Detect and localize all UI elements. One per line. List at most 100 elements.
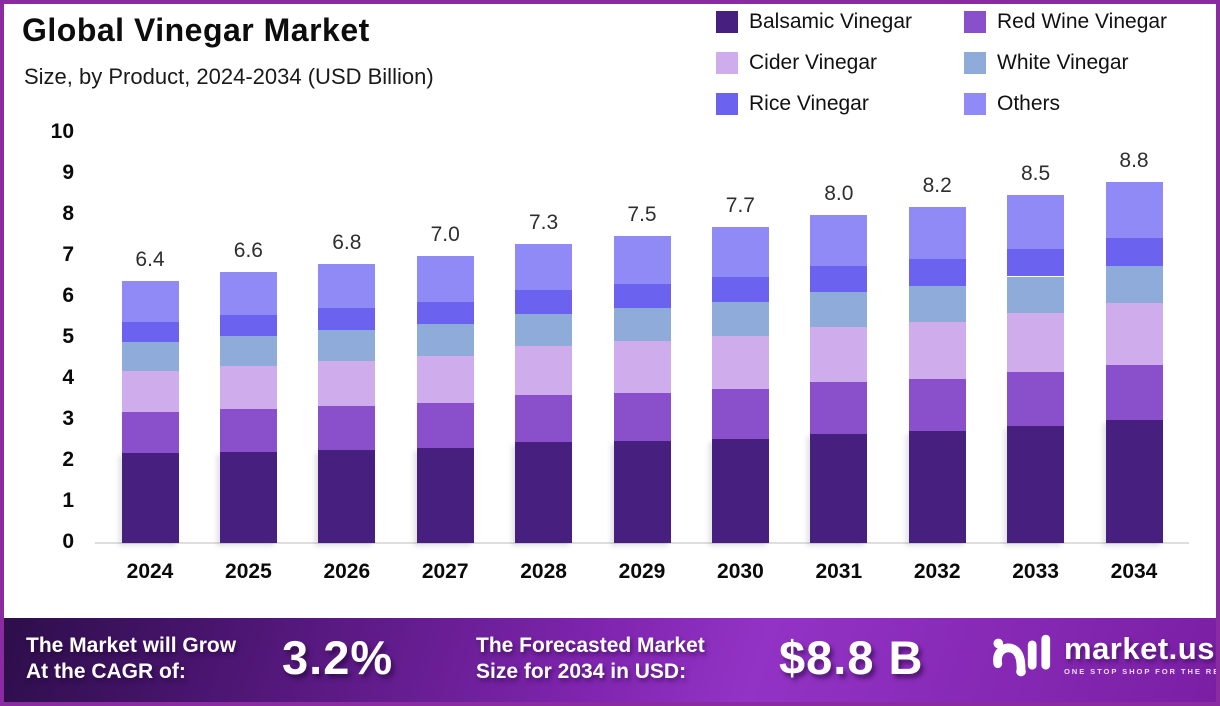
bar-segment: [1007, 372, 1065, 427]
bar-segment: [515, 243, 573, 291]
legend-swatch-icon: [716, 11, 738, 33]
bar-total-label: 8.5: [1020, 161, 1051, 185]
bar-segment: [416, 301, 474, 325]
bar-segment: [1105, 266, 1163, 304]
bar-total-label: 7.5: [627, 202, 657, 226]
bar-segment: [711, 227, 769, 277]
x-tick-label: 2024: [126, 560, 174, 583]
x-tick-label: 2026: [323, 560, 371, 583]
x-tick-label: 2032: [913, 560, 961, 583]
y-tick-label: 6: [62, 284, 74, 307]
footer-banner: The Market will Grow At the CAGR of: 3.2…: [4, 618, 1216, 702]
y-tick-label: 0: [62, 530, 74, 553]
legend-swatch-icon: [716, 93, 738, 115]
bar-segment: [219, 408, 277, 452]
bar-segment: [908, 431, 966, 543]
forecast-label-line1: The Forecasted Market: [476, 634, 705, 657]
bar-segment: [810, 266, 868, 293]
cagr-label-line2: At the CAGR of:: [26, 660, 186, 683]
x-tick-label: 2029: [618, 560, 666, 583]
page-subtitle: Size, by Product, 2024-2034 (USD Billion…: [24, 64, 434, 89]
y-tick-label: 5: [62, 325, 74, 348]
y-tick-label: 9: [62, 161, 74, 184]
bar-segment: [121, 452, 179, 543]
bar-segment: [416, 256, 474, 302]
legend-label: Red Wine Vinegar: [997, 10, 1168, 33]
bar-segment: [515, 442, 573, 543]
x-tick-label: 2027: [421, 560, 469, 583]
bar-segment: [908, 379, 966, 432]
legend-label: Balsamic Vinegar: [749, 10, 913, 33]
forecast-label: The Forecasted Market Size for 2034 in U…: [476, 633, 705, 685]
bar-segment: [1007, 248, 1065, 277]
bar-segment: [515, 346, 573, 396]
bar-total-label: 6.4: [135, 247, 165, 271]
bar-total-label: 8.2: [922, 173, 952, 197]
bar-segment: [121, 321, 179, 343]
y-tick-label: 4: [62, 366, 74, 389]
bar-segment: [318, 405, 376, 450]
bar-segment: [908, 286, 966, 322]
bar-segment: [613, 440, 671, 543]
legend: Balsamic Vinegar Red Wine Vinegar Cider Vi…: [716, 10, 1167, 116]
bar-segment: [1007, 426, 1065, 543]
y-tick-label: 7: [62, 243, 74, 266]
bar-total-label: 6.6: [233, 239, 263, 263]
x-tick-label: 2034: [1110, 560, 1158, 583]
bar-total-label: 7.3: [528, 210, 559, 234]
bar-segment: [318, 330, 376, 361]
cagr-value: 3.2%: [282, 631, 394, 684]
legend-item: Balsamic Vinegar: [716, 10, 964, 34]
brand-logo: market.us ONE STOP SHOP FOR THE REPORTS: [992, 630, 1220, 682]
brand-tagline: ONE STOP SHOP FOR THE REPORTS: [1064, 667, 1220, 676]
bar-segment: [318, 449, 376, 543]
marketus-logo-icon: [993, 634, 1051, 677]
bar-segment: [318, 264, 376, 309]
bar-segment: [515, 290, 573, 315]
bar-segment: [515, 395, 573, 443]
bar-segment: [613, 392, 671, 441]
bar-segment: [121, 370, 179, 412]
brand-text-group: market.us ONE STOP SHOP FOR THE REPORTS: [1064, 633, 1220, 676]
legend-label: White Vinegar: [997, 51, 1129, 74]
bar-segment: [1105, 420, 1163, 543]
y-tick-label: 10: [50, 120, 74, 143]
bar-segment: [121, 411, 179, 453]
bar-segment: [613, 308, 671, 342]
bar-total-label: 7.0: [430, 223, 460, 246]
bar-segment: [416, 324, 474, 356]
y-tick-label: 2: [62, 448, 74, 471]
x-tick-label: 2028: [520, 560, 567, 583]
legend-swatch-icon: [964, 52, 986, 74]
bar-segment: [1105, 237, 1163, 267]
bar-segment: [613, 283, 671, 309]
bar-segment: [416, 448, 474, 543]
legend-swatch-icon: [964, 93, 986, 115]
y-tick-label: 8: [62, 202, 74, 225]
bar-segment: [711, 302, 769, 336]
bar-segment: [908, 321, 966, 379]
bar-segment: [613, 341, 671, 393]
bar-segment: [810, 433, 868, 543]
bar-segment: [219, 451, 277, 543]
bar-segment: [711, 389, 769, 439]
bar-segment: [219, 315, 277, 337]
bar-segment: [1105, 303, 1163, 365]
legend-label: Cider Vinegar: [749, 51, 878, 74]
forecast-value: $8.8 B: [779, 631, 924, 684]
page-title: Global Vinegar Market: [22, 12, 370, 48]
bar-segment: [121, 280, 179, 322]
x-tick-label: 2030: [717, 560, 764, 583]
legend-item: White Vinegar: [964, 51, 1167, 75]
bar-total-label: 6.8: [332, 231, 362, 255]
bar-segment: [318, 360, 376, 406]
bar-segment: [810, 382, 868, 434]
bar-total-label: 8.0: [824, 182, 854, 205]
bar-segment: [613, 235, 671, 284]
bar-segment: [711, 335, 769, 390]
bar-segment: [810, 292, 868, 327]
x-tick-label: 2033: [1012, 560, 1059, 583]
bar-segment: [318, 308, 376, 331]
x-axis-line: [95, 542, 1189, 544]
bar-segment: [1105, 364, 1163, 420]
